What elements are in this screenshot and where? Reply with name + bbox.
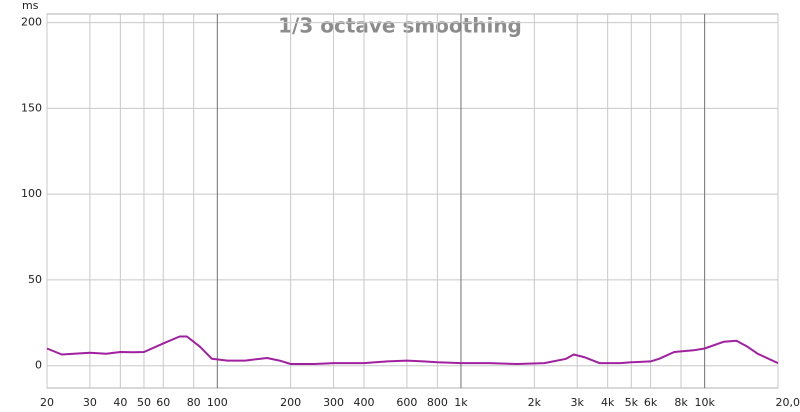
x-tick-label: 3k (571, 396, 585, 409)
x-tick-label: 80 (187, 396, 201, 409)
x-tick-label: 4k (601, 396, 615, 409)
plot-frame (46, 13, 779, 389)
x-tick-label: 20 (40, 396, 54, 409)
x-tick-label: 200 (280, 396, 301, 409)
x-tick-label: 400 (354, 396, 375, 409)
data-line (46, 335, 779, 365)
x-tick-label: 5k (625, 396, 639, 409)
x-tick-label: 300 (323, 396, 344, 409)
y-axis-label: ms (22, 0, 39, 12)
x-tick-label: 40 (113, 396, 127, 409)
y-tick-label: 0 (35, 359, 42, 372)
x-tick-label: 20,0kHz (776, 396, 800, 409)
chart-title: 1/3 octave smoothing (278, 14, 522, 38)
y-tick-label: 150 (21, 101, 42, 114)
x-tick-label: 8k (674, 396, 688, 409)
x-tick-label: 600 (396, 396, 417, 409)
x-tick-label: 10k (694, 396, 715, 409)
x-tick-label: 800 (427, 396, 448, 409)
x-tick-label: 50 (137, 396, 151, 409)
y-tick-label: 50 (28, 273, 42, 286)
y-tick-label: 200 (21, 16, 42, 29)
x-tick-label: 6k (644, 396, 658, 409)
x-tick-label: 30 (83, 396, 97, 409)
x-tick-label: 2k (528, 396, 542, 409)
x-tick-label: 100 (207, 396, 228, 409)
y-tick-label: 100 (21, 187, 42, 200)
x-tick-label: 60 (156, 396, 170, 409)
x-tick-label: 1k (454, 396, 468, 409)
